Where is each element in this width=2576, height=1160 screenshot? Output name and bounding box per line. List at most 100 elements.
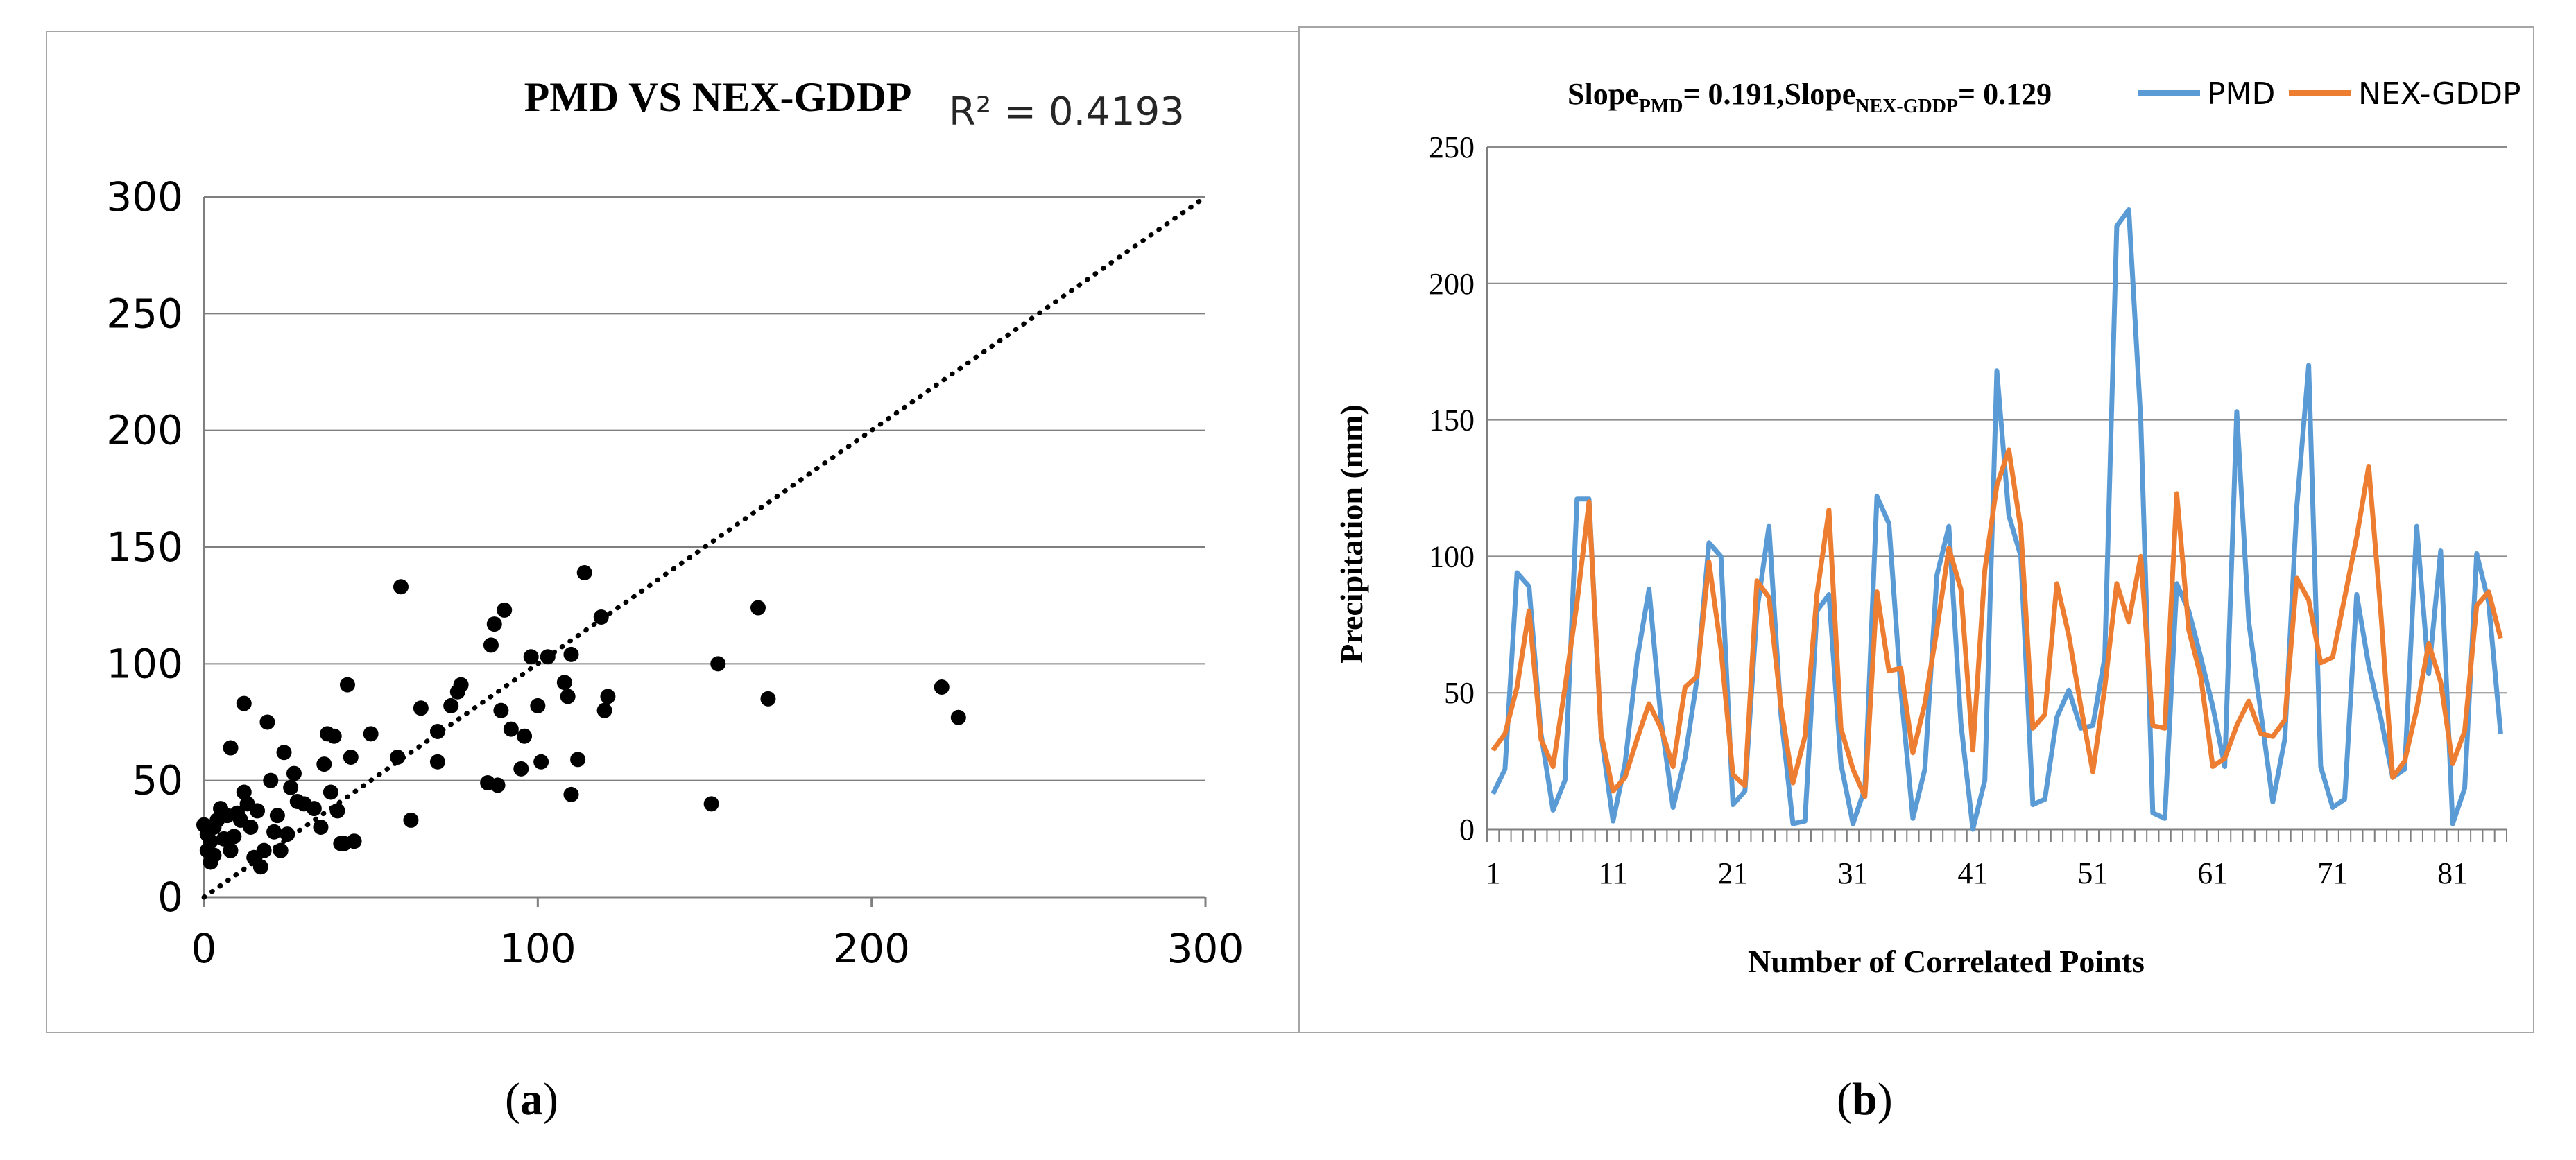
data-point — [523, 649, 539, 665]
data-point — [243, 820, 259, 835]
x-tick-label: 51 — [2077, 856, 2108, 890]
data-point — [256, 842, 272, 858]
data-point — [710, 656, 726, 672]
data-point — [503, 721, 519, 737]
panel-b: SlopePMD= 0.191,SlopeNEX-GDDP= 0.129 PMD… — [1298, 26, 2534, 1033]
data-point — [223, 842, 239, 858]
data-point — [276, 745, 292, 761]
x-tick-label: 11 — [1598, 856, 1627, 890]
y-tick-label: 0 — [1459, 813, 1475, 847]
data-point — [329, 803, 345, 819]
data-point — [530, 698, 546, 713]
y-tick-label: 300 — [106, 173, 183, 220]
data-point — [393, 579, 409, 595]
data-point — [490, 777, 506, 793]
axes — [203, 197, 1207, 907]
legend-label-pmd: PMD — [2207, 76, 2275, 112]
y-tick-label: 50 — [1444, 676, 1475, 710]
data-point — [250, 803, 266, 819]
data-point — [556, 675, 572, 691]
data-point — [493, 702, 509, 718]
x-tick-label: 300 — [1167, 925, 1244, 972]
line-chart: SlopePMD= 0.191,SlopeNEX-GDDP= 0.129 PMD… — [1334, 76, 2521, 979]
chart-title: SlopePMD= 0.191,SlopeNEX-GDDP= 0.129 — [1568, 77, 2052, 117]
panel-a: PMD VS NEX-GDDP R² = 0.4193 0 50 100 150 200… — [46, 31, 1301, 1033]
title-subscript-nex: NEX-GDDP — [1855, 96, 1958, 117]
legend: PMD NEX-GDDP — [2138, 76, 2521, 112]
data-point — [600, 689, 616, 704]
data-point — [313, 820, 329, 835]
data-point — [596, 702, 612, 718]
title-suffix: = 0.129 — [1958, 77, 2052, 111]
data-point — [570, 752, 586, 768]
trendline — [201, 194, 1208, 900]
data-point — [560, 689, 576, 704]
x-tick-label: 31 — [1837, 856, 1868, 890]
title-subscript-pmd: PMD — [1639, 96, 1683, 117]
data-point — [497, 602, 513, 618]
title-prefix: Slope — [1568, 77, 1639, 111]
data-point — [323, 784, 338, 800]
y-tick-labels: 0 50 100 150 200 250 — [1429, 130, 1475, 847]
y-tick-label: 150 — [106, 523, 183, 571]
data-point — [269, 808, 285, 824]
x-tick-labels: 1 11 21 31 41 51 61 71 81 — [1486, 856, 2468, 890]
series-line-pmd — [1491, 207, 2503, 832]
data-point — [540, 649, 556, 665]
x-tick-label: 41 — [1957, 856, 1988, 890]
data-point — [517, 728, 533, 744]
y-axis-label: Precipitation (mm) — [1334, 404, 1369, 663]
y-tick-label: 50 — [132, 757, 183, 804]
data-point — [286, 765, 302, 781]
series-line-nex-gddp — [1491, 447, 2503, 799]
series-lines — [1491, 207, 2503, 832]
data-point — [326, 728, 342, 744]
scatter-chart: PMD VS NEX-GDDP R² = 0.4193 0 50 100 150 200… — [106, 74, 1244, 972]
data-point — [429, 754, 445, 770]
y-tick-label: 200 — [1429, 267, 1475, 301]
data-point — [316, 756, 332, 772]
x-tick-label: 81 — [2437, 856, 2468, 890]
data-point — [934, 679, 950, 695]
data-point — [533, 754, 549, 770]
y-tick-label: 150 — [1429, 404, 1475, 438]
data-point — [273, 842, 289, 858]
title-mid: = 0.191,Slope — [1683, 77, 1855, 111]
data-point — [563, 646, 579, 662]
caption-b: (b) — [1837, 1074, 1893, 1125]
data-point — [429, 723, 445, 739]
data-point — [413, 700, 429, 716]
data-point — [760, 691, 776, 707]
data-points — [196, 565, 966, 875]
y-tick-label: 100 — [106, 640, 183, 687]
data-point — [226, 829, 242, 845]
data-point — [443, 698, 459, 713]
data-point — [283, 779, 299, 795]
y-tick-label: 250 — [106, 290, 183, 337]
caption-a: (a) — [505, 1074, 558, 1125]
y-tick-label: 100 — [1429, 539, 1475, 573]
x-tick-label: 21 — [1718, 856, 1749, 890]
data-point — [266, 824, 282, 840]
data-point — [252, 859, 268, 875]
data-point — [403, 812, 419, 828]
data-point — [750, 600, 766, 616]
data-point — [343, 750, 359, 765]
x-tick-label: 100 — [499, 925, 576, 972]
data-point — [339, 677, 355, 693]
caption-a-letter: a — [520, 1074, 543, 1125]
data-point — [563, 786, 579, 802]
grid-lines — [204, 196, 1205, 781]
data-point — [453, 677, 469, 693]
data-point — [236, 695, 252, 711]
data-point — [346, 833, 362, 849]
x-tick-label: 0 — [191, 925, 217, 972]
data-point — [593, 609, 609, 625]
data-point — [263, 772, 279, 788]
data-point — [363, 726, 379, 742]
data-point — [259, 714, 275, 730]
data-point — [236, 784, 252, 800]
data-point — [513, 761, 529, 777]
x-tick-labels: 0 100 200 300 — [191, 925, 1244, 972]
data-point — [703, 796, 719, 812]
